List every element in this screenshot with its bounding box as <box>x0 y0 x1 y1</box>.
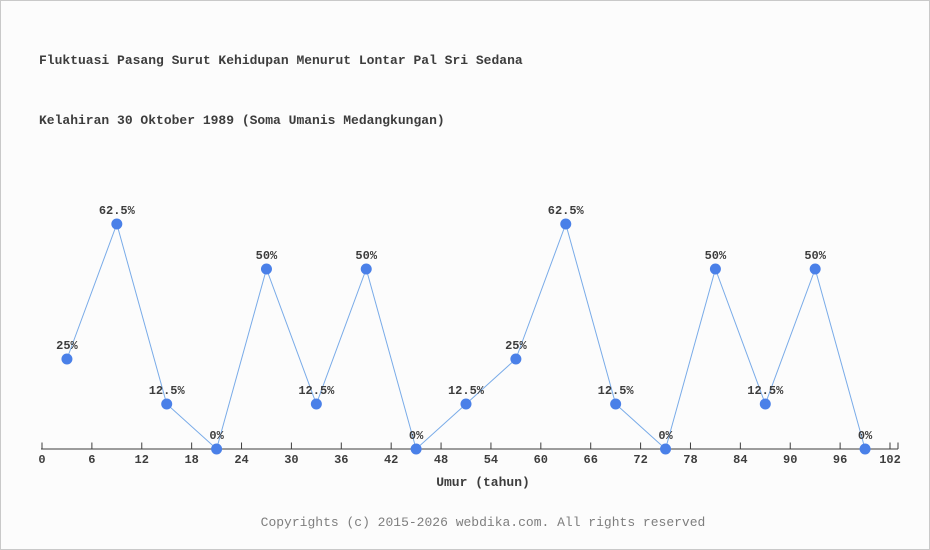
data-point-label: 12.5% <box>598 384 635 398</box>
x-axis-tick-label: 30 <box>284 453 298 467</box>
x-axis-tick-label: 54 <box>484 453 498 467</box>
data-point-label: 12.5% <box>149 384 186 398</box>
copyright-footer: Copyrights (c) 2015-2026 webdika.com. Al… <box>260 515 706 530</box>
x-axis-tick-label: 78 <box>683 453 697 467</box>
data-point <box>510 353 522 365</box>
data-point-label: 12.5% <box>448 384 485 398</box>
chart-title: Fluktuasi Pasang Surut Kehidupan Menurut… <box>39 11 523 171</box>
data-point-label: 62.5% <box>99 204 136 218</box>
data-point-label: 0% <box>858 429 873 443</box>
data-point <box>859 443 871 455</box>
x-axis-tick-label: 102 <box>879 453 901 467</box>
x-axis-tick-label: 96 <box>833 453 847 467</box>
data-point <box>211 443 223 455</box>
data-point <box>610 398 622 410</box>
x-axis-tick-label: 48 <box>434 453 448 467</box>
data-point-label: 25% <box>56 339 78 353</box>
x-axis-tick-label: 0 <box>38 453 45 467</box>
data-point-label: 50% <box>705 249 727 263</box>
data-point <box>410 443 422 455</box>
data-point-label: 50% <box>355 249 377 263</box>
plot-line <box>66 222 866 450</box>
data-point <box>310 398 322 410</box>
x-axis-title: Umur (tahun) <box>436 475 530 490</box>
x-axis-tick-label: 60 <box>534 453 548 467</box>
x-axis-tick-label: 12 <box>135 453 149 467</box>
chart-title-line2: Kelahiran 30 Oktober 1989 (Soma Umanis M… <box>39 113 445 128</box>
data-point-label: 0% <box>209 429 224 443</box>
x-axis-tick-label: 6 <box>88 453 95 467</box>
data-point-label: 50% <box>256 249 278 263</box>
data-point-label: 25% <box>505 339 527 353</box>
data-point <box>460 398 472 410</box>
data-point <box>709 263 721 275</box>
x-axis-tick-label: 72 <box>633 453 647 467</box>
x-axis-tick-label: 24 <box>234 453 248 467</box>
data-point-label: 0% <box>409 429 424 443</box>
data-point <box>809 263 821 275</box>
data-point-label: 0% <box>658 429 673 443</box>
data-point-label: 12.5% <box>298 384 335 398</box>
x-axis-tick-label: 84 <box>733 453 747 467</box>
data-point <box>759 398 771 410</box>
data-point <box>560 218 572 230</box>
data-point-label: 62.5% <box>548 204 585 218</box>
data-point-label: 12.5% <box>747 384 784 398</box>
data-point <box>61 353 73 365</box>
data-point <box>161 398 173 410</box>
chart-title-line1: Fluktuasi Pasang Surut Kehidupan Menurut… <box>39 53 523 68</box>
data-point <box>111 218 123 230</box>
data-point-label: 50% <box>804 249 826 263</box>
x-axis-tick-label: 66 <box>584 453 598 467</box>
x-axis-tick-label: 90 <box>783 453 797 467</box>
data-point <box>360 263 372 275</box>
data-point <box>660 443 672 455</box>
data-point <box>260 263 272 275</box>
x-axis-tick-label: 36 <box>334 453 348 467</box>
x-axis-tick-label: 42 <box>384 453 398 467</box>
x-axis-tick-label: 18 <box>184 453 198 467</box>
